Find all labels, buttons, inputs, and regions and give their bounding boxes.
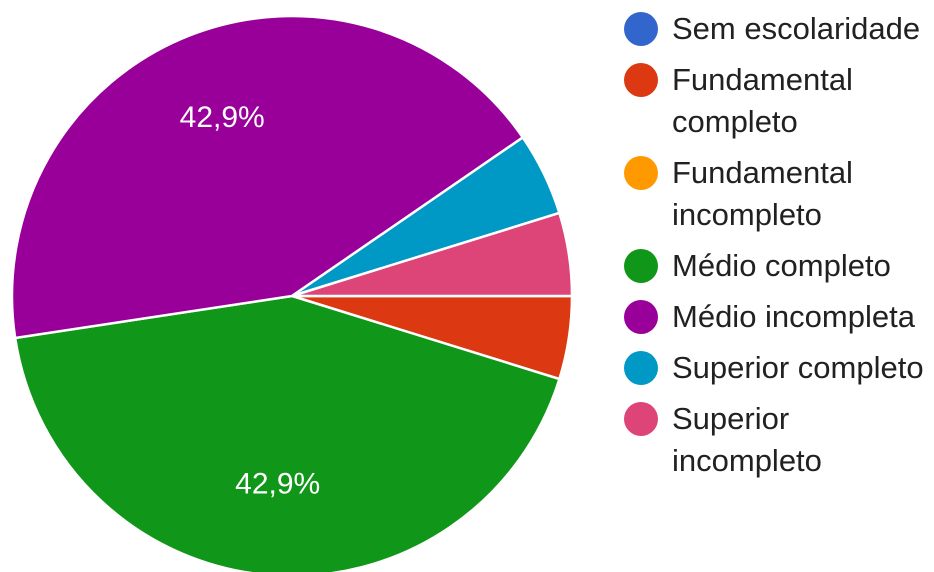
legend-swatch-icon — [624, 156, 658, 190]
legend-swatch-icon — [624, 300, 658, 334]
legend-label: Sem escolaridade — [672, 11, 921, 46]
legend-item-fundamental-incompleto: Fundamental incompleto — [624, 152, 934, 236]
legend-label: Superior incompleto — [672, 401, 822, 478]
pie-slice-superior-incompleto — [291, 211, 574, 298]
legend-item-superior-completo: Superior completo — [624, 347, 934, 389]
pie-data-labels: 42,9% 42,9% — [180, 101, 321, 500]
legend-label: Fundamental completo — [672, 62, 853, 139]
legend-label: Médio incompleta — [672, 299, 915, 334]
pie-slice-medio-completo — [13, 294, 561, 572]
legend-label: Superior completo — [672, 350, 924, 385]
legend-item-superior-incompleto: Superior incompleto — [624, 398, 934, 482]
data-label-medio-incompleta: 42,9% — [180, 101, 265, 134]
legend-swatch-icon — [624, 351, 658, 385]
legend-swatch-icon — [624, 12, 658, 46]
data-label-medio-completo: 42,9% — [235, 467, 320, 500]
legend-item-fundamental-completo: Fundamental completo — [624, 59, 934, 143]
legend: Sem escolaridade Fundamental completo Fund… — [624, 8, 934, 491]
legend-swatch-icon — [624, 63, 658, 97]
legend-swatch-icon — [624, 249, 658, 283]
pie-slices — [10, 14, 574, 572]
legend-item-medio-completo: Médio completo — [624, 245, 934, 287]
pie-plot-area: 42,9% 42,9% — [10, 14, 574, 572]
legend-label: Fundamental incompleto — [672, 155, 853, 232]
legend-swatch-icon — [624, 402, 658, 436]
legend-item-sem-escolaridade: Sem escolaridade — [624, 8, 934, 50]
legend-item-medio-incompleta: Médio incompleta — [624, 296, 934, 338]
pie-slice-medio-incompleta — [10, 14, 525, 340]
legend-label: Médio completo — [672, 248, 891, 283]
